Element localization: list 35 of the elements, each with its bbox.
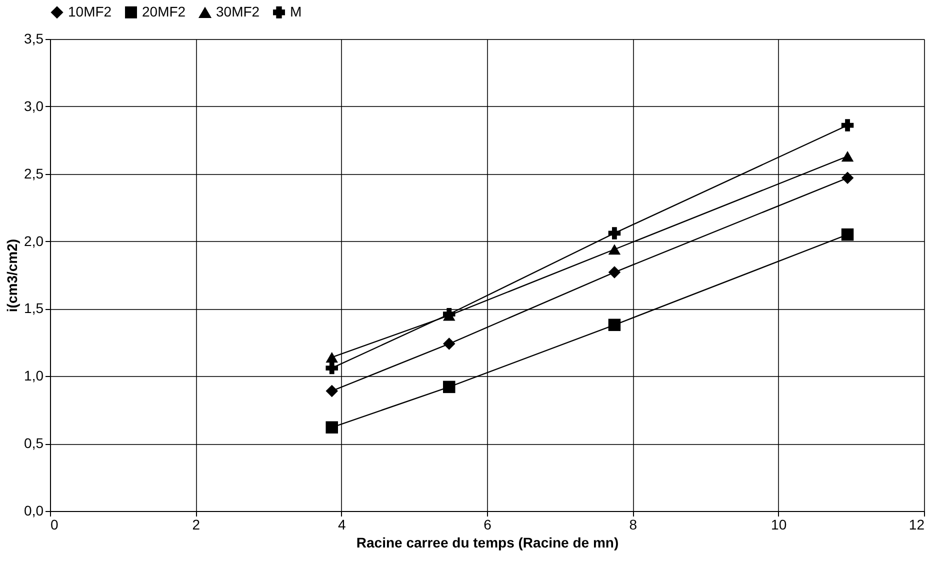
y-tick-label: 0,0 bbox=[24, 502, 44, 518]
point bbox=[608, 244, 621, 255]
y-axis-title: i(cm3/cm2) bbox=[4, 238, 20, 312]
point bbox=[326, 384, 338, 398]
x-tick-label: 2 bbox=[192, 516, 200, 532]
point bbox=[326, 362, 338, 374]
point bbox=[841, 151, 854, 162]
x-tick-label: 8 bbox=[629, 516, 638, 532]
x-tick-label: 6 bbox=[484, 516, 492, 532]
point bbox=[841, 228, 854, 241]
x-tick-label: 4 bbox=[338, 516, 346, 532]
y-tick-label: 2,5 bbox=[24, 165, 44, 182]
point bbox=[841, 172, 854, 184]
x-tick-label: 12 bbox=[908, 516, 925, 532]
point bbox=[608, 227, 621, 240]
point bbox=[608, 318, 621, 332]
point bbox=[326, 352, 338, 363]
legend-label: 30MF2 bbox=[216, 4, 260, 20]
point bbox=[443, 338, 456, 350]
point bbox=[608, 266, 621, 278]
point bbox=[443, 380, 456, 394]
y-tick-label: 1,0 bbox=[24, 368, 44, 384]
point bbox=[326, 421, 338, 434]
y-tick-label: 1,5 bbox=[24, 300, 44, 316]
point bbox=[841, 119, 854, 132]
y-tick-label: 3,5 bbox=[24, 30, 44, 46]
y-tick-label: 2,0 bbox=[24, 232, 44, 249]
legend-label: M bbox=[290, 3, 302, 20]
legend-label: 20MF2 bbox=[142, 3, 186, 20]
x-tick-label: 10 bbox=[771, 516, 787, 532]
x-axis-title: Racine carree du temps (Racine de mn) bbox=[356, 534, 619, 550]
y-tick-label: 3,0 bbox=[24, 98, 44, 114]
legend-label: 10MF2 bbox=[68, 3, 112, 20]
y-tick-label: 0,5 bbox=[24, 435, 44, 452]
x-tick-label: 0 bbox=[50, 516, 58, 532]
